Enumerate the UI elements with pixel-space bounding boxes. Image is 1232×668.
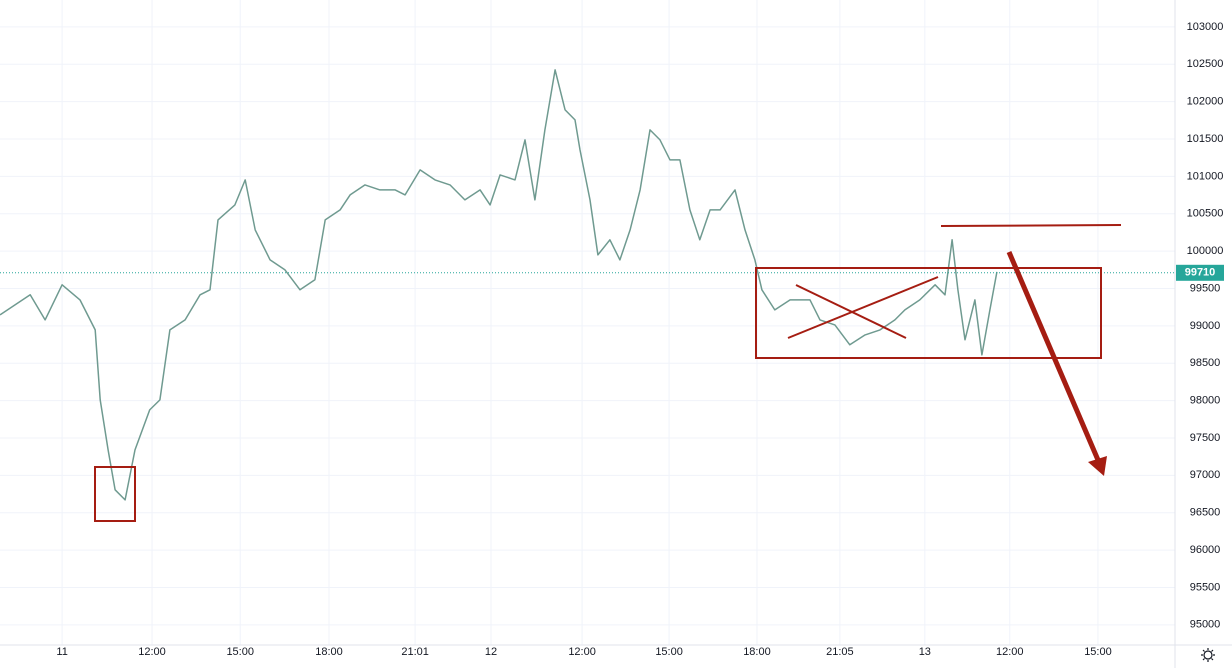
arrow-head: [1088, 456, 1107, 476]
arrow: [1006, 251, 1101, 461]
plot: [0, 69, 1175, 501]
grid: [0, 0, 1175, 645]
y-tick-label: 95500: [1190, 581, 1221, 593]
x-tick-label: 18:00: [315, 646, 343, 658]
x-tick-label: 13: [919, 646, 931, 658]
settings-button[interactable]: [1201, 648, 1215, 662]
y-tick-label: 103000: [1187, 21, 1224, 33]
x-tick-label: 18:00: [743, 646, 771, 658]
y-tick-label: 96000: [1190, 544, 1221, 556]
y-tick-label: 95000: [1190, 619, 1221, 631]
x-tick-label: 15:00: [655, 646, 683, 658]
y-tick-label: 98000: [1190, 395, 1221, 407]
x-tick-label: 21:05: [826, 646, 854, 658]
x-tick-label: 12:00: [138, 646, 166, 658]
last-price-label: 99710: [1185, 267, 1216, 279]
y-tick-label: 99000: [1190, 320, 1221, 332]
gear-teeth[interactable]: [1201, 648, 1215, 662]
y-tick-label: 102000: [1187, 96, 1224, 108]
drawings: [94, 224, 1122, 522]
y-tick-label: 100500: [1187, 208, 1224, 220]
box-drawing: [94, 466, 136, 522]
price-line: [0, 69, 998, 501]
axes: 95000 95500 96000 96500 97000 97500 98000 98500…: [56, 21, 1224, 658]
y-tick-label: 100000: [1187, 245, 1224, 257]
x-tick-label: 12:00: [568, 646, 596, 658]
last-price-badge: [1176, 264, 1224, 281]
y-tick-label: 101000: [1187, 170, 1224, 182]
box-drawing: [755, 267, 1102, 359]
x-tick-label: 12:00: [996, 646, 1024, 658]
x-tick-label: 11: [56, 646, 67, 658]
y-tick-label: 96500: [1190, 507, 1221, 519]
x-tick-label: 15:00: [226, 646, 254, 658]
x-tick-label: 21:01: [401, 646, 429, 658]
y-tick-label: 102500: [1187, 58, 1224, 70]
gear-icon[interactable]: [1203, 650, 1213, 660]
y-tick-label: 98500: [1190, 357, 1221, 369]
y-tick-label: 99500: [1190, 282, 1221, 294]
y-tick-label: 97000: [1190, 469, 1221, 481]
trend-line: [787, 276, 939, 339]
y-tick-label: 97500: [1190, 432, 1221, 444]
y-tick-label: 101500: [1187, 133, 1224, 145]
x-tick-label: 12: [485, 646, 497, 658]
x-tick-label: 15:00: [1084, 646, 1112, 658]
level-line: [940, 224, 1122, 227]
